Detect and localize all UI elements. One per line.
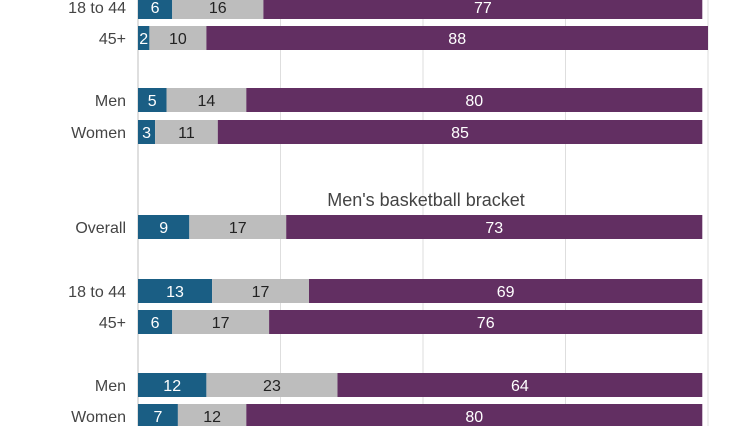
data-label: 85 — [451, 125, 469, 142]
bar-segment — [177, 404, 247, 426]
bar-segment — [138, 279, 213, 303]
bars-layer: 6 16 77 2 10 88 5 14 80 3 11 85 9 17 73 13 17 69 6 17 76 12 23… — [138, 0, 708, 426]
bar-segment — [138, 215, 190, 239]
data-label: 76 — [477, 315, 495, 332]
data-label: 5 — [148, 93, 157, 110]
data-label: 2 — [139, 31, 148, 48]
bar-segment — [263, 0, 703, 19]
data-label: 13 — [166, 284, 184, 301]
bar-segment — [246, 88, 703, 112]
bar-segment — [269, 310, 703, 334]
bar-segment — [286, 215, 703, 239]
data-label: 64 — [511, 378, 529, 395]
bar-segment — [172, 310, 270, 334]
data-label: 23 — [263, 378, 281, 395]
bar-segment — [212, 279, 309, 303]
data-label: 77 — [474, 0, 492, 17]
data-label: 12 — [203, 409, 221, 426]
data-label: 14 — [198, 93, 216, 110]
data-label: 80 — [465, 93, 483, 110]
bar-segment — [309, 279, 703, 303]
bar-segment — [337, 373, 703, 397]
data-label: 17 — [229, 220, 247, 237]
data-label: 80 — [465, 409, 483, 426]
row-label: 45+ — [99, 315, 126, 332]
bar-segment — [138, 0, 173, 19]
row-label: 45+ — [99, 31, 126, 48]
data-label: 11 — [178, 125, 195, 142]
data-label: 17 — [252, 284, 270, 301]
bar-segment — [138, 88, 167, 112]
bar-segment — [138, 26, 150, 50]
data-label: 17 — [212, 315, 230, 332]
bar-segment — [138, 120, 156, 144]
bar-segment — [217, 120, 703, 144]
bar-segment — [166, 88, 247, 112]
bar-segment — [172, 0, 264, 19]
data-label: 73 — [485, 220, 503, 237]
row-label: Overall — [75, 220, 126, 237]
data-label: 9 — [159, 220, 168, 237]
data-label: 10 — [169, 31, 187, 48]
data-label: 7 — [153, 409, 162, 426]
row-label: 18 to 44 — [68, 284, 126, 301]
data-label: 6 — [151, 315, 160, 332]
bar-segment — [246, 404, 703, 426]
bar-segment — [189, 215, 287, 239]
data-label: 88 — [448, 31, 466, 48]
row-label: Women — [71, 125, 126, 142]
gridlines — [137, 0, 709, 426]
data-label: 6 — [151, 0, 160, 17]
data-label: 16 — [209, 0, 227, 17]
section-title: Men's basketball bracket — [327, 190, 525, 210]
bar-segment — [138, 373, 207, 397]
data-label: 12 — [163, 378, 181, 395]
bar-segment — [155, 120, 218, 144]
row-label: Men — [95, 93, 126, 110]
bar-segment — [138, 404, 178, 426]
row-label: 18 to 44 — [68, 0, 126, 17]
bar-segment — [206, 373, 338, 397]
bar-segment — [206, 26, 708, 50]
data-label: 3 — [142, 125, 151, 142]
data-label: 69 — [497, 284, 515, 301]
row-label: Men — [95, 378, 126, 395]
row-labels: 18 to 44 45+ Men Women Overall 18 to 44 45+ Men… — [68, 0, 126, 426]
bar-segment — [149, 26, 207, 50]
bar-segment — [138, 310, 173, 334]
row-label: Women — [71, 409, 126, 426]
